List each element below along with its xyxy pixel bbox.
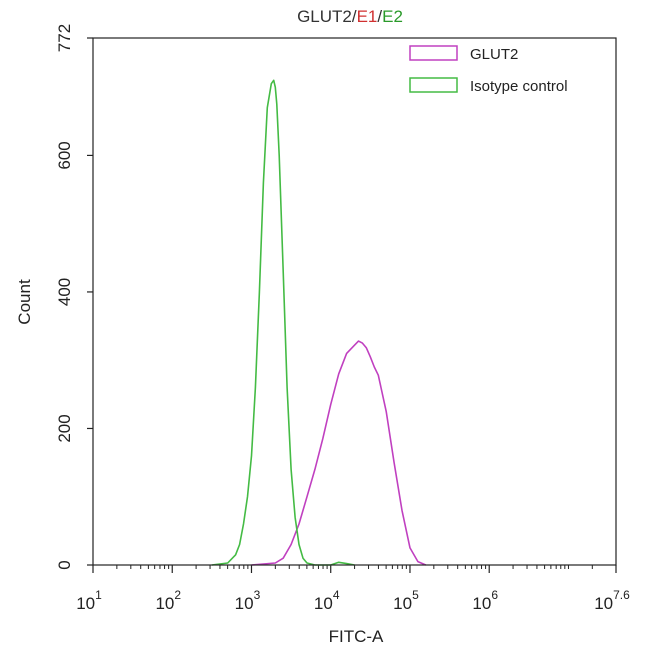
title-part-2: E1 (357, 7, 378, 26)
y-tick-label: 400 (55, 278, 74, 306)
y-tick-label: 600 (55, 141, 74, 169)
legend-label: GLUT2 (470, 46, 518, 63)
plot-area (211, 79, 427, 566)
legend-label: Isotype control (470, 78, 568, 95)
x-tick-label: 102 (155, 588, 181, 613)
y-tick-label: 200 (55, 414, 74, 442)
plot-frame (92, 37, 617, 566)
x-axis: 101 102 103 104 105 106 107.6 (76, 565, 630, 613)
x-tick-label: 104 (314, 588, 340, 613)
title-part-1: / (352, 7, 357, 26)
x-tick-label: 107.6 (594, 588, 630, 613)
legend-swatch (409, 45, 458, 61)
title-part-0: GLUT2 (297, 7, 352, 26)
y-tick-label: 0 (55, 560, 74, 569)
x-tick-label: 103 (235, 588, 261, 613)
y-tick-label: 772 (55, 24, 74, 52)
x-tick-label: 106 (472, 588, 498, 613)
series-line-glut2 (251, 340, 427, 566)
x-tick-label: 105 (393, 588, 419, 613)
title-part-3: / (377, 7, 382, 26)
legend: GLUT2 Isotype control (409, 45, 568, 95)
y-axis: 0 200 400 600 772 (55, 24, 93, 570)
series-line-isotype-control (211, 79, 355, 566)
x-axis-title: FITC-A (329, 627, 384, 646)
y-axis-title: Count (15, 279, 34, 325)
chart-title: GLUT2/E1/E2 (297, 7, 403, 26)
title-part-4: E2 (382, 7, 403, 26)
legend-swatch (409, 77, 458, 93)
x-tick-label: 101 (76, 588, 102, 613)
